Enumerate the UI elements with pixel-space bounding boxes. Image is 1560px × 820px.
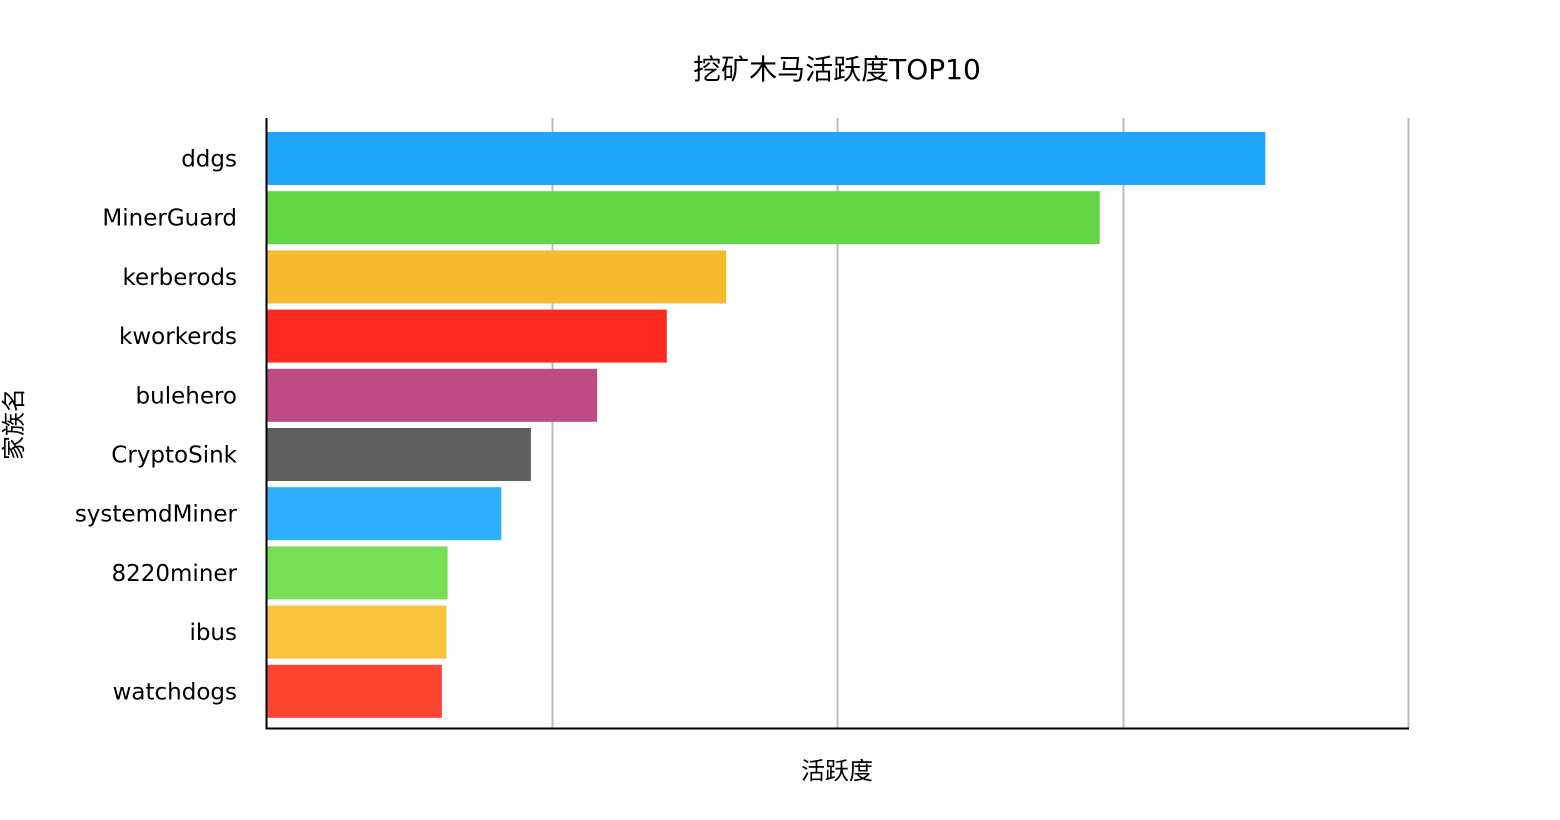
category-label: ibus	[189, 620, 237, 646]
bar-kworkerds	[267, 309, 667, 363]
category-label: kworkerds	[119, 324, 237, 350]
y-axis-title: 家族名	[0, 388, 28, 460]
bar-8220miner	[267, 546, 448, 600]
bar-ddgs	[267, 132, 1266, 185]
bar-cryptosink	[267, 428, 531, 481]
category-label: bulehero	[136, 383, 237, 409]
x-axis-title: 活跃度	[801, 757, 873, 785]
bars	[267, 132, 1266, 718]
bar-minerguard	[267, 191, 1100, 245]
category-labels: ddgs MinerGuard kerberods kworkerds bulehero…	[75, 147, 238, 706]
category-label: MinerGuard	[102, 206, 237, 232]
bar-watchdogs	[267, 664, 442, 718]
category-label: kerberods	[123, 265, 237, 291]
category-label: ddgs	[181, 147, 237, 173]
bar-ibus	[267, 605, 447, 659]
bar-bulehero	[267, 368, 598, 422]
chart-title: 挖矿木马活跃度TOP10	[693, 53, 981, 86]
category-label: CryptoSink	[111, 443, 237, 469]
category-label: watchdogs	[113, 679, 237, 705]
category-label: 8220miner	[111, 561, 237, 587]
bar-systemdminer	[267, 487, 502, 541]
bar-kerberods	[267, 250, 727, 304]
category-label: systemdMiner	[75, 502, 238, 528]
